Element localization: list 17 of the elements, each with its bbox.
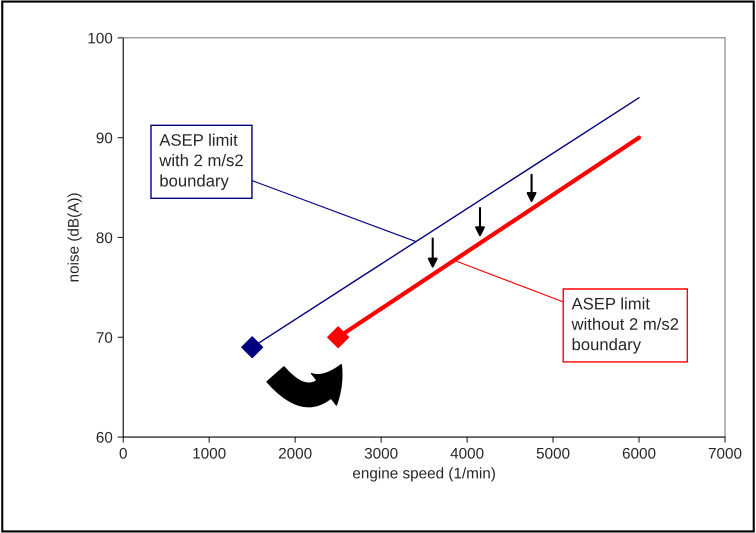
y-tick-label: 90 (96, 132, 112, 144)
x-tick-label: 7000 (708, 448, 742, 459)
annotation: ASEP limit without 2 m/s2 boundary (572, 297, 678, 354)
y-tick-label: 70 (96, 332, 112, 343)
x-tick-label: 1000 (193, 448, 226, 459)
x-tick-label: 3000 (364, 448, 398, 459)
y-axis-title: noise (dB(A)) (68, 193, 82, 282)
y-tick-label: 100 (88, 32, 112, 44)
x-tick-label: 0 (120, 448, 127, 459)
x-tick-label: 6000 (622, 448, 656, 459)
x-axis-title: engine speed (1/min) (353, 467, 495, 482)
y-tick-label: 80 (96, 232, 112, 244)
y-tick-label: 60 (96, 432, 112, 443)
x-tick-label: 5000 (536, 448, 570, 459)
x-tick-label: 2000 (278, 448, 312, 459)
annotation: ASEP limit with 2 m/s2 boundary (159, 134, 243, 190)
x-tick-label: 4000 (450, 448, 484, 459)
